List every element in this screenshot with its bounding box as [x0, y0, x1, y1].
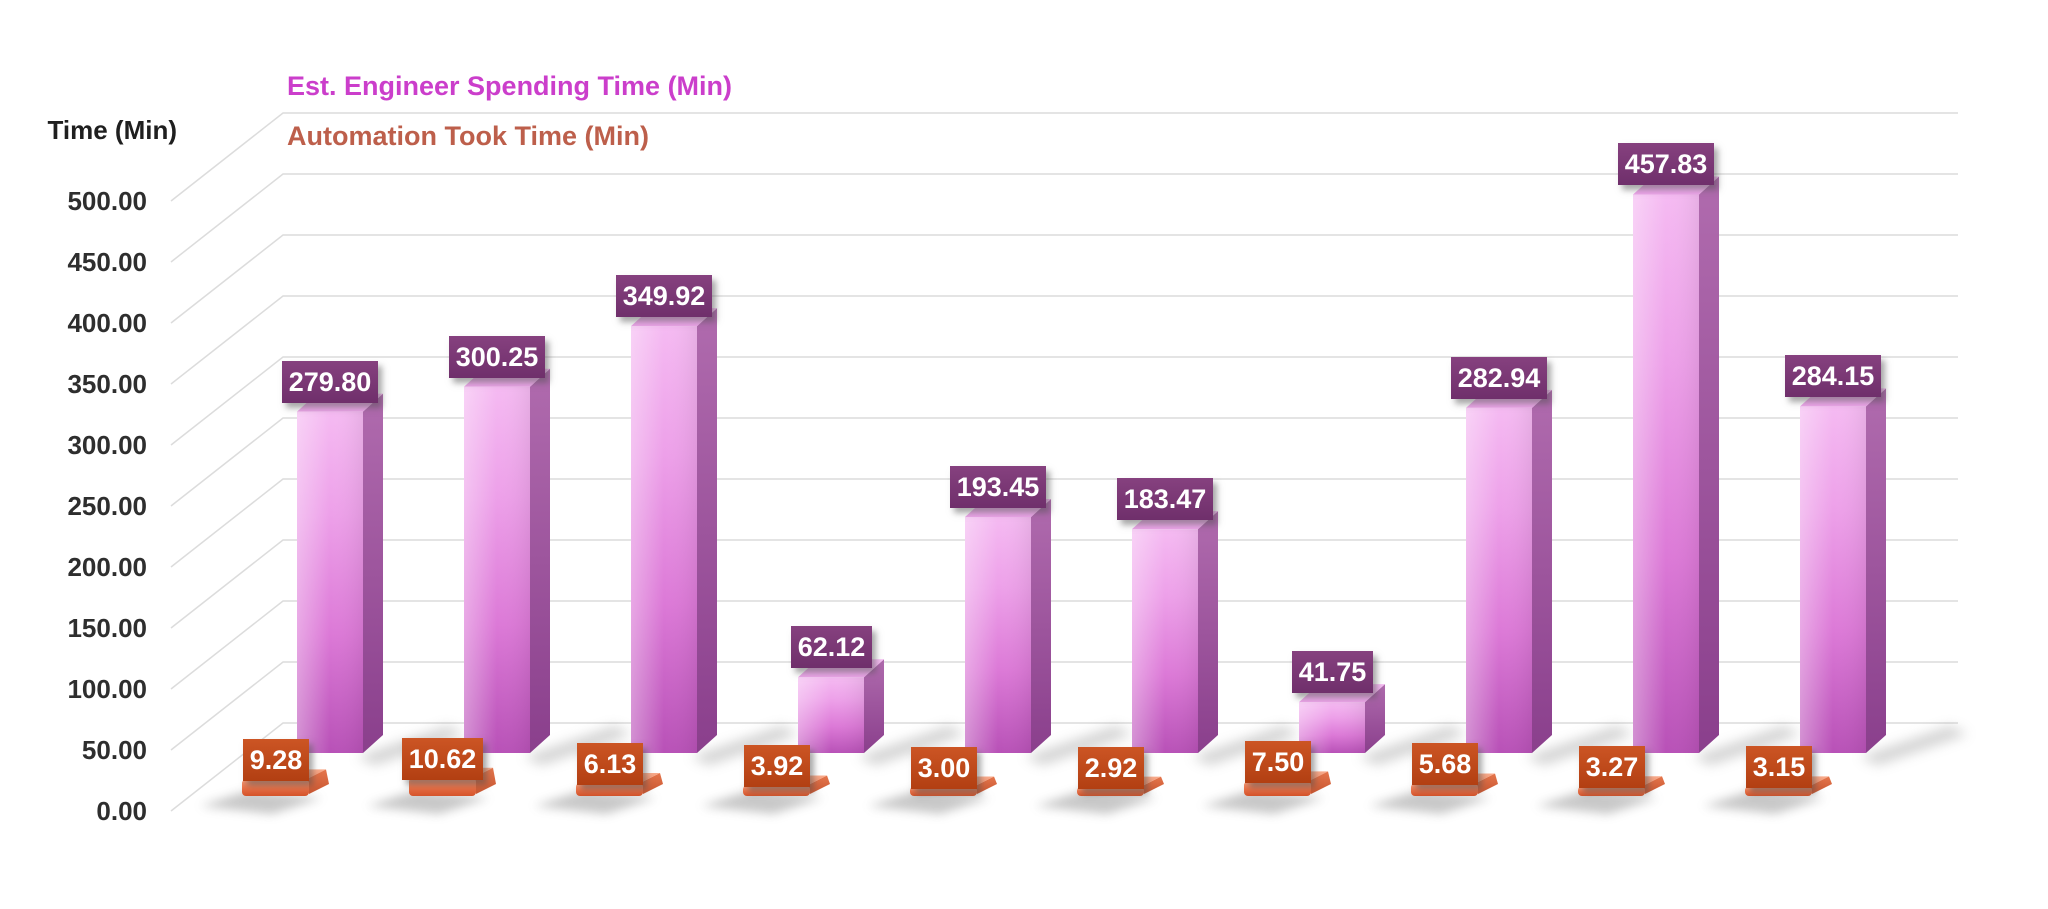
gridline-400.00	[170, 234, 1958, 324]
engineer-bar-shadow	[1526, 726, 1634, 765]
automation-value-label-4: 3.00	[911, 747, 977, 789]
engineer-bar-side-face	[1198, 511, 1218, 753]
automation-bar-side-face	[1475, 773, 1498, 794]
automation-bar-front-face	[242, 779, 309, 796]
automation-bar-side-face	[1809, 776, 1832, 794]
engineer-value-label-8: 457.83	[1618, 143, 1714, 185]
engineer-bar-sheen	[297, 411, 363, 753]
automation-bar-side-face	[974, 776, 997, 794]
gridline-450.00	[170, 173, 1958, 263]
automation-bar-front-face	[1578, 786, 1645, 796]
engineer-value-label-9: 284.15	[1785, 355, 1881, 397]
automation-bar-front-face	[576, 782, 643, 796]
automation-bar-front-face	[1244, 781, 1311, 796]
engineer-bar-sheen	[1800, 406, 1866, 753]
automation-bar-side-face	[306, 769, 329, 794]
automation-value-label-6: 7.50	[1245, 741, 1311, 783]
engineer-bar-side-face	[1699, 176, 1719, 754]
y-tick-0.00: 0.00	[96, 796, 147, 826]
automation-value-label-2: 6.13	[577, 743, 643, 785]
automation-value-label-9: 3.15	[1746, 746, 1812, 788]
legend-automation-series: Automation Took Time (Min)	[287, 121, 649, 151]
gridline-50.00	[170, 661, 1958, 751]
automation-bar-front-face	[1411, 783, 1478, 796]
engineer-bar-1	[464, 368, 632, 765]
automation-bar-side-face	[1642, 776, 1665, 794]
engineer-value-label-0: 279.80	[282, 361, 378, 403]
y-tick-200.00: 200.00	[67, 552, 147, 582]
engineer-bar-sheen	[965, 516, 1031, 753]
bars-layer	[200, 176, 1968, 814]
engineer-bar-side-face	[1031, 498, 1051, 753]
engineer-bar-shadow	[1025, 726, 1133, 765]
engineer-bar-sheen	[1633, 194, 1699, 754]
automation-bar-side-face	[473, 767, 496, 794]
y-axis-title: Time (Min)	[47, 115, 177, 145]
engineer-bar-side-face	[1866, 388, 1886, 753]
y-tick-500.00: 500.00	[67, 186, 147, 216]
engineer-bar-4	[965, 498, 1133, 765]
y-tick-350.00: 350.00	[67, 369, 147, 399]
engineer-bar-sheen	[1466, 407, 1532, 753]
gridline-350.00	[170, 295, 1958, 385]
gridlines	[170, 112, 1958, 812]
engineer-bar-8	[1633, 176, 1801, 765]
engineer-bar-sheen	[1132, 529, 1198, 753]
automation-bar-front-face	[409, 777, 476, 796]
engineer-bar-0	[297, 393, 465, 765]
engineer-bar-sheen	[464, 386, 530, 753]
engineer-bar-5	[1132, 511, 1300, 765]
engineer-bar-shadow	[858, 726, 966, 765]
y-tick-400.00: 400.00	[67, 308, 147, 338]
engineer-value-label-1: 300.25	[449, 336, 545, 378]
automation-value-label-0: 9.28	[243, 739, 309, 781]
gridline-0.00	[170, 722, 1958, 812]
engineer-bar-sheen	[631, 326, 697, 753]
automation-bar-side-face	[1141, 776, 1164, 794]
engineer-value-label-4: 193.45	[950, 466, 1046, 508]
engineer-bar-shadow	[1860, 726, 1968, 765]
gridline-150.00	[170, 539, 1958, 629]
y-tick-50.00: 50.00	[81, 735, 147, 765]
engineer-bar-sheen	[798, 677, 864, 753]
engineer-bar-shadow	[1693, 726, 1801, 765]
engineer-value-label-5: 183.47	[1117, 478, 1213, 520]
engineer-bar-2	[631, 308, 799, 765]
automation-value-label-3: 3.92	[744, 745, 810, 787]
y-tick-100.00: 100.00	[67, 674, 147, 704]
engineer-bar-side-face	[363, 393, 383, 753]
engineer-bar-7	[1466, 389, 1634, 765]
automation-value-label-1: 10.62	[402, 738, 483, 780]
engineer-bar-side-face	[1365, 684, 1385, 753]
automation-value-label-8: 3.27	[1579, 746, 1645, 788]
y-tick-250.00: 250.00	[67, 491, 147, 521]
engineer-bar-side-face	[530, 368, 550, 753]
engineer-value-label-2: 349.92	[616, 275, 712, 317]
y-tick-450.00: 450.00	[67, 247, 147, 277]
engineer-bar-side-face	[864, 659, 884, 753]
engineer-bar-side-face	[697, 308, 717, 753]
gridline-500.00	[170, 112, 1958, 202]
engineer-value-label-3: 62.12	[791, 626, 872, 668]
automation-bar-side-face	[640, 772, 663, 794]
engineer-value-label-6: 41.75	[1292, 651, 1373, 693]
engineer-value-label-7: 282.94	[1451, 357, 1547, 399]
engineer-bar-side-face	[1532, 389, 1552, 753]
automation-bar-side-face	[807, 775, 830, 794]
y-tick-300.00: 300.00	[67, 430, 147, 460]
automation-bar-side-face	[1308, 771, 1331, 794]
legend-engineer-series: Est. Engineer Spending Time (Min)	[287, 71, 733, 101]
automation-bar-front-face	[743, 785, 810, 796]
automation-bar-front-face	[1745, 786, 1812, 796]
engineer-bar-9	[1800, 388, 1968, 765]
gridline-300.00	[170, 356, 1958, 446]
automation-value-label-5: 2.92	[1078, 747, 1144, 789]
gridline-250.00	[170, 417, 1958, 507]
gridline-200.00	[170, 478, 1958, 568]
gridline-100.00	[170, 600, 1958, 690]
y-tick-150.00: 150.00	[67, 613, 147, 643]
automation-value-label-7: 5.68	[1412, 743, 1478, 785]
